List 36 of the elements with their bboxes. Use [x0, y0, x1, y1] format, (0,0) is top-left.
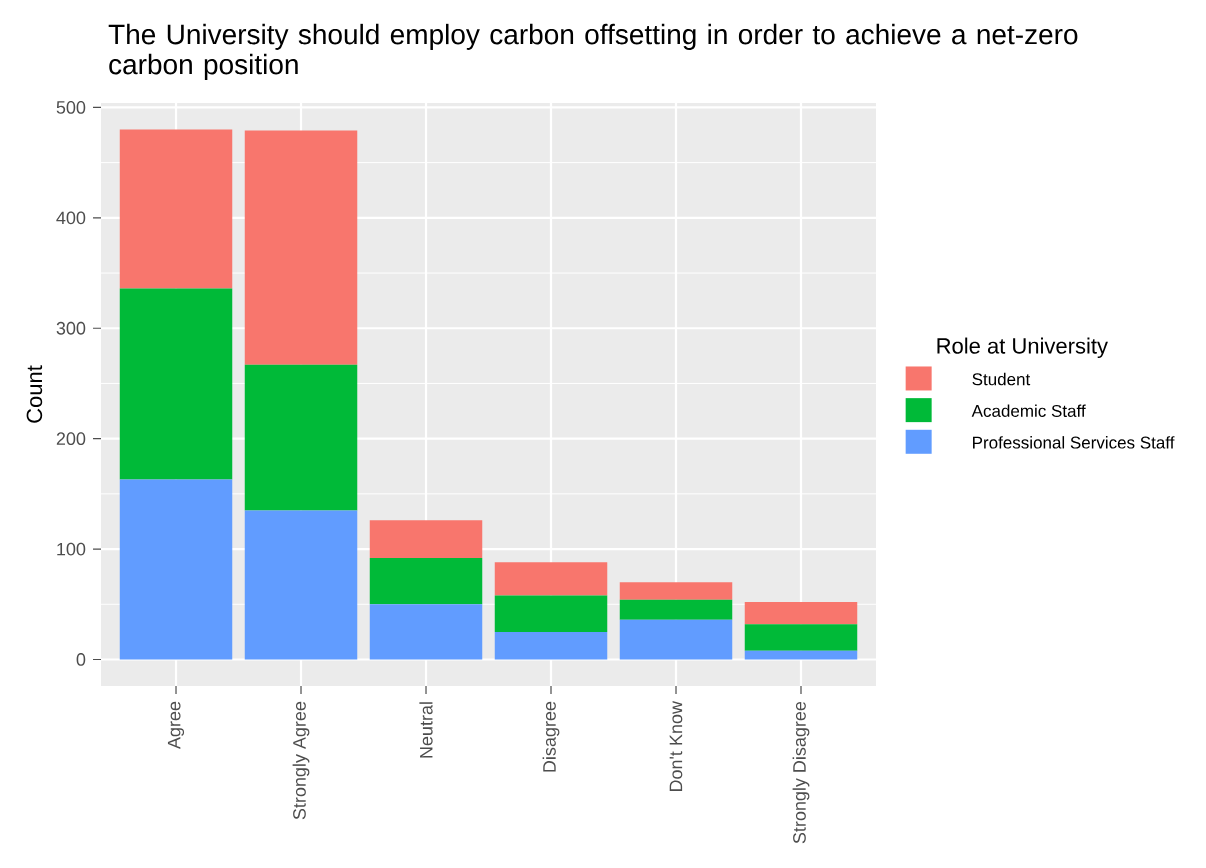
y-axis-title: Count: [26, 365, 43, 423]
bar: [369, 557, 483, 605]
y-tick-label: 100: [57, 542, 86, 556]
bar: [744, 602, 858, 625]
bar: [619, 619, 733, 660]
x-tick-label: Neutral: [419, 702, 433, 758]
legend-label: Academic Staff: [971, 404, 1086, 417]
bar: [119, 129, 233, 289]
x-tick-label: Strongly Agree: [292, 701, 310, 820]
bar: [494, 631, 608, 660]
bar: [619, 599, 733, 620]
bar: [369, 520, 483, 558]
bar: [619, 582, 733, 600]
y-tick-label: 300: [56, 321, 86, 335]
x-tick-label: Disagree: [542, 701, 560, 772]
bar: [369, 604, 483, 660]
bar: [244, 130, 358, 365]
bar: [744, 650, 858, 660]
bar: [244, 364, 358, 511]
bar: [494, 562, 608, 596]
legend-label: Student: [972, 372, 1031, 386]
bar: [244, 510, 358, 660]
x-tick-label: Agree: [167, 701, 185, 750]
x-tick-label: Don't Know: [669, 701, 683, 792]
bar: [119, 479, 233, 660]
y-tick-label: 0: [76, 653, 86, 666]
bar: [744, 624, 858, 651]
y-tick-label: 200: [56, 432, 86, 446]
chart-title: The University should employ carbon offsetting in order to achieve a net-zero carbon position: [108, 23, 1078, 80]
y-tick-label: 400: [56, 211, 86, 225]
text: Professional Services Staff: [973, 436, 1175, 449]
x-tick-label: Strongly Disagree: [792, 701, 810, 844]
legend-title: Role at University: [937, 337, 1108, 359]
y-tick-label: 500: [56, 101, 86, 114]
bar: [494, 595, 608, 632]
bar: [119, 288, 233, 480]
